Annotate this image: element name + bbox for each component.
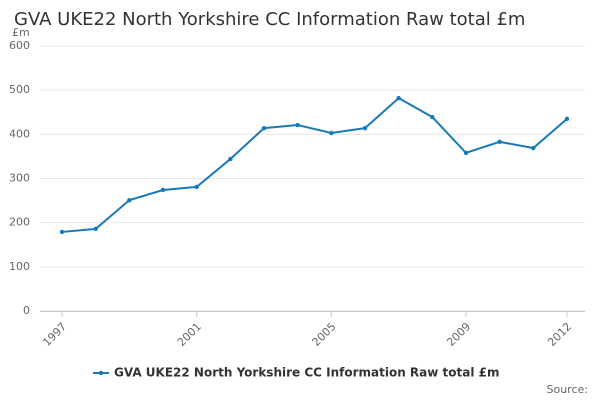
y-tick-label: 200	[9, 216, 30, 229]
data-point	[564, 116, 570, 122]
data-point	[127, 197, 132, 203]
chart-title: GVA UKE22 North Yorkshire CC Information…	[14, 9, 525, 30]
y-tick-label: 400	[9, 127, 30, 140]
data-point	[93, 226, 98, 232]
data-point	[463, 150, 469, 156]
y-unit: £m	[12, 26, 30, 39]
y-tick-label: 300	[9, 172, 30, 185]
data-point	[396, 95, 401, 101]
x-tick-label: 2009	[444, 320, 473, 349]
x-tick-label: 1997	[40, 320, 69, 349]
data-point	[362, 125, 368, 131]
y-tick-label: 600	[9, 39, 30, 52]
x-tick-label: 2012	[545, 320, 574, 349]
y-tick-label: 0	[23, 304, 30, 317]
series-line	[61, 96, 568, 233]
data-point	[430, 114, 435, 120]
data-point	[194, 184, 199, 190]
data-point	[160, 187, 166, 193]
x-tick-label: 2005	[310, 320, 339, 349]
legend-label: GVA UKE22 North Yorkshire CC Information…	[114, 366, 500, 380]
legend-marker	[98, 370, 104, 376]
y-tick-label: 100	[9, 260, 30, 273]
data-point	[295, 122, 300, 128]
data-point	[531, 145, 536, 151]
data-point	[59, 229, 65, 235]
data-point	[329, 130, 334, 136]
legend: GVA UKE22 North Yorkshire CC Information…	[93, 366, 500, 380]
data-point	[228, 156, 233, 162]
data-point	[497, 139, 502, 145]
x-tick-label: 2001	[175, 320, 204, 349]
source-label: Source:	[547, 383, 589, 396]
y-tick-label: 500	[9, 83, 30, 96]
data-point	[261, 125, 267, 131]
